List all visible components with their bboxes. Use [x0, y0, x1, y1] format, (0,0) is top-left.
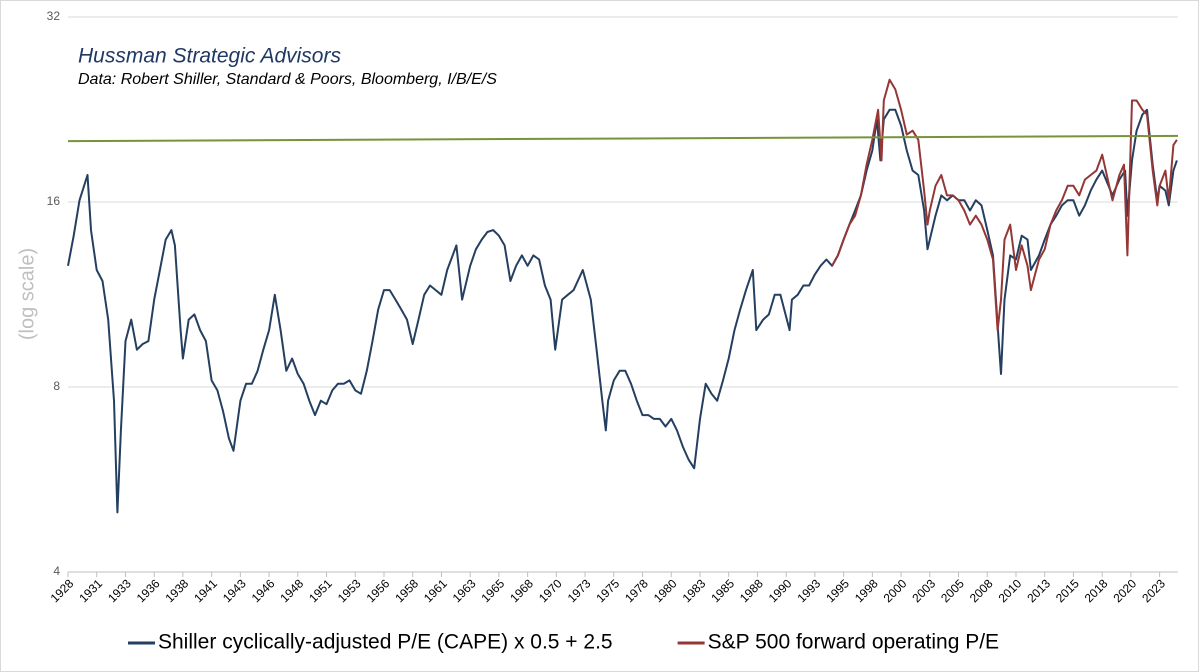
- x-tick-label: 1983: [680, 576, 709, 605]
- x-tick-label: 1958: [392, 576, 421, 605]
- x-tick-label: 1963: [450, 576, 479, 605]
- x-tick-label: 1941: [191, 576, 220, 605]
- x-tick-label: 1990: [766, 576, 795, 605]
- x-tick-label: 1943: [220, 576, 249, 605]
- x-tick-label: 1988: [737, 576, 766, 605]
- x-tick-label: 1985: [708, 576, 737, 605]
- x-tick-label: 1980: [651, 576, 680, 605]
- x-tick-label: 1953: [335, 576, 364, 605]
- x-tick-label: 1961: [421, 576, 450, 605]
- x-tick-label: 1946: [249, 576, 278, 605]
- x-tick-label: 1956: [364, 576, 393, 605]
- x-tick-label: 2023: [1139, 576, 1168, 605]
- x-tick-label: 1998: [852, 576, 881, 605]
- y-axis-label: (log scale): [16, 248, 38, 340]
- y-tick-label: 32: [47, 9, 61, 23]
- x-tick-label: 2000: [881, 576, 910, 605]
- x-tick-label: 2018: [1082, 576, 1111, 605]
- chart-subtitle: Data: Robert Shiller, Standard & Poors, …: [78, 71, 497, 88]
- x-tick-label: 1970: [536, 576, 565, 605]
- y-tick-label: 4: [53, 564, 60, 578]
- x-tick-label: 1965: [478, 576, 507, 605]
- x-tick-label: 2010: [996, 576, 1025, 605]
- y-tick-label: 8: [53, 379, 60, 393]
- x-tick-label: 1993: [794, 576, 823, 605]
- x-tick-label: 1933: [105, 576, 134, 605]
- x-tick-label: 1928: [48, 576, 77, 605]
- x-tick-label: 1948: [277, 576, 306, 605]
- x-tick-label: 2013: [1024, 576, 1053, 605]
- x-tick-label: 1978: [622, 576, 651, 605]
- series-line: [67, 108, 1178, 514]
- x-tick-label: 2003: [909, 576, 938, 605]
- x-tick-label: 1951: [306, 576, 335, 605]
- x-tick-label: 2015: [1053, 576, 1082, 605]
- y-tick-label: 16: [47, 194, 61, 208]
- legend-label: Shiller cyclically-adjusted P/E (CAPE) x…: [158, 631, 613, 654]
- x-tick-label: 2008: [967, 576, 996, 605]
- x-tick-label: 1995: [823, 576, 852, 605]
- series-line: [831, 78, 1178, 332]
- x-tick-label: 1938: [162, 576, 191, 605]
- chart-title: Hussman Strategic Advisors: [78, 45, 341, 68]
- x-tick-label: 1973: [565, 576, 594, 605]
- x-tick-label: 2020: [1110, 576, 1139, 605]
- x-tick-label: 2005: [938, 576, 967, 605]
- x-tick-label: 1931: [76, 576, 105, 605]
- legend-label: S&P 500 forward operating P/E: [708, 631, 999, 654]
- x-tick-label: 1936: [134, 576, 163, 605]
- x-tick-label: 1975: [593, 576, 622, 605]
- x-tick-label: 1968: [507, 576, 536, 605]
- series-line: [67, 134, 1179, 143]
